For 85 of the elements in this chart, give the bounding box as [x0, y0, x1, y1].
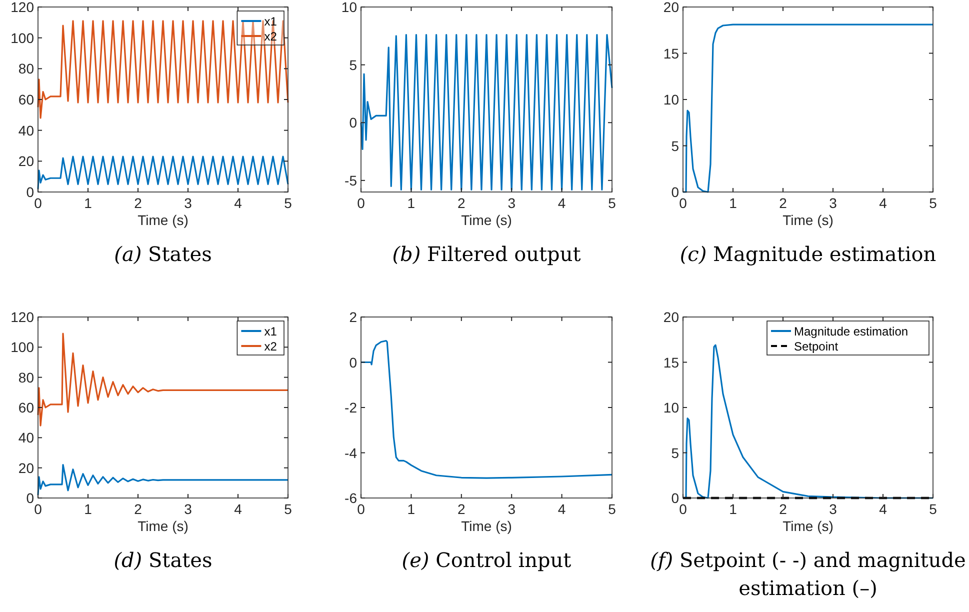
y-tick-label: 2: [349, 309, 358, 325]
legend-label: x1: [264, 324, 278, 338]
y-tick-label: 120: [10, 309, 34, 325]
line-series: [682, 24, 934, 193]
x-tick-label: 2: [779, 501, 788, 517]
x-tick-label: 3: [508, 501, 516, 517]
x-axis-title: Time (s): [138, 212, 188, 228]
x-tick-label: 1: [729, 195, 738, 211]
y-tick-label: 15: [663, 45, 680, 62]
y-tick-label: 80: [18, 369, 34, 386]
line-series: [360, 340, 613, 479]
x-axis-title: Time (s): [461, 518, 512, 534]
x-tick-label: 3: [184, 195, 192, 211]
x-tick-label: 5: [608, 501, 616, 517]
y-tick-label: 60: [18, 92, 34, 108]
x-tick-label: 4: [879, 195, 888, 211]
y-tick-label: 5: [349, 56, 358, 73]
x-tick-label: 2: [779, 195, 788, 211]
y-tick-label: 0: [671, 490, 680, 506]
x-axis-title: Time (s): [138, 518, 188, 534]
x-tick-label: 1: [407, 195, 416, 211]
line-series: [360, 34, 613, 190]
y-tick-label: 10: [341, 0, 358, 15]
line-series: [37, 464, 289, 496]
x-tick-label: 5: [929, 501, 938, 517]
y-tick-label: -4: [344, 444, 358, 461]
text: (a) States: [114, 242, 212, 266]
x-tick-label: 2: [458, 501, 466, 517]
y-tick-label: -6: [344, 490, 358, 506]
y-tick-label: 100: [10, 30, 34, 46]
x-tick-label: 4: [558, 195, 566, 211]
text: (d) States: [114, 548, 212, 572]
x-tick-label: 4: [879, 501, 888, 517]
y-tick-label: -2: [344, 400, 358, 416]
y-tick-label: 40: [18, 430, 34, 446]
x-tick-label: 4: [234, 501, 242, 517]
y-tick-label: 0: [349, 114, 358, 131]
y-tick-label: -5: [344, 172, 358, 188]
x-tick-label: 2: [134, 195, 142, 211]
legend-label: x1: [264, 14, 278, 28]
legend-label: x2: [264, 340, 278, 354]
x-tick-label: 4: [234, 195, 242, 211]
x-tick-label: 5: [608, 195, 616, 211]
y-tick-label: 20: [663, 0, 680, 15]
x-tick-label: 1: [729, 501, 738, 517]
x-tick-label: 2: [134, 501, 142, 517]
y-tick-label: 15: [663, 354, 680, 370]
y-tick-label: 0: [349, 354, 358, 370]
y-tick-label: 20: [18, 460, 34, 476]
x-axis-title: Time (s): [461, 212, 512, 228]
y-tick-label: 20: [18, 153, 34, 170]
x-axis-title: Time (s): [782, 518, 834, 534]
x-tick-label: 5: [284, 501, 292, 517]
text: (c) Magnitude estimation: [680, 242, 936, 266]
x-tick-label: 3: [184, 501, 192, 517]
line-series: [37, 156, 289, 190]
x-tick-label: 1: [407, 501, 416, 517]
y-tick-label: 5: [671, 444, 680, 461]
x-axis-title: Time (s): [782, 212, 834, 228]
y-tick-label: 100: [10, 339, 34, 356]
y-tick-label: 20: [663, 309, 680, 325]
y-tick-label: 120: [10, 0, 34, 15]
x-tick-label: 5: [929, 195, 938, 211]
x-tick-label: 3: [508, 195, 516, 211]
x-tick-label: 3: [829, 501, 838, 517]
text: (b) Filtered output: [392, 242, 581, 266]
y-tick-label: 80: [18, 60, 34, 77]
legend-label: Magnitude estimation: [794, 324, 908, 338]
y-tick-label: 5: [671, 138, 680, 154]
y-tick-label: 0: [26, 490, 34, 506]
y-tick-label: 0: [26, 184, 34, 200]
y-tick-label: 60: [18, 400, 34, 416]
text: (e) Control input: [402, 548, 572, 572]
x-tick-label: 5: [284, 195, 292, 211]
x-tick-label: 1: [84, 195, 92, 211]
x-tick-label: 1: [84, 501, 92, 517]
y-tick-label: 10: [663, 92, 680, 108]
y-tick-label: 0: [671, 184, 680, 200]
x-tick-label: 4: [558, 501, 566, 517]
x-tick-label: 2: [458, 195, 466, 211]
y-tick-label: 40: [18, 122, 34, 138]
legend-label: Setpoint: [794, 340, 839, 354]
y-tick-label: 10: [663, 400, 680, 416]
x-tick-label: 3: [829, 195, 838, 211]
text: (f) Setpoint (- -) and magnitude estimation (–): [650, 548, 966, 600]
